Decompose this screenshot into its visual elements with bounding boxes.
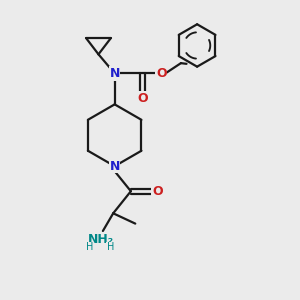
- Text: O: O: [137, 92, 148, 105]
- Text: NH₂: NH₂: [88, 233, 115, 246]
- Text: O: O: [152, 185, 163, 198]
- Text: H: H: [86, 242, 93, 252]
- Text: H: H: [106, 242, 114, 252]
- Text: O: O: [156, 67, 166, 80]
- Text: N: N: [110, 160, 120, 173]
- Text: N: N: [110, 67, 120, 80]
